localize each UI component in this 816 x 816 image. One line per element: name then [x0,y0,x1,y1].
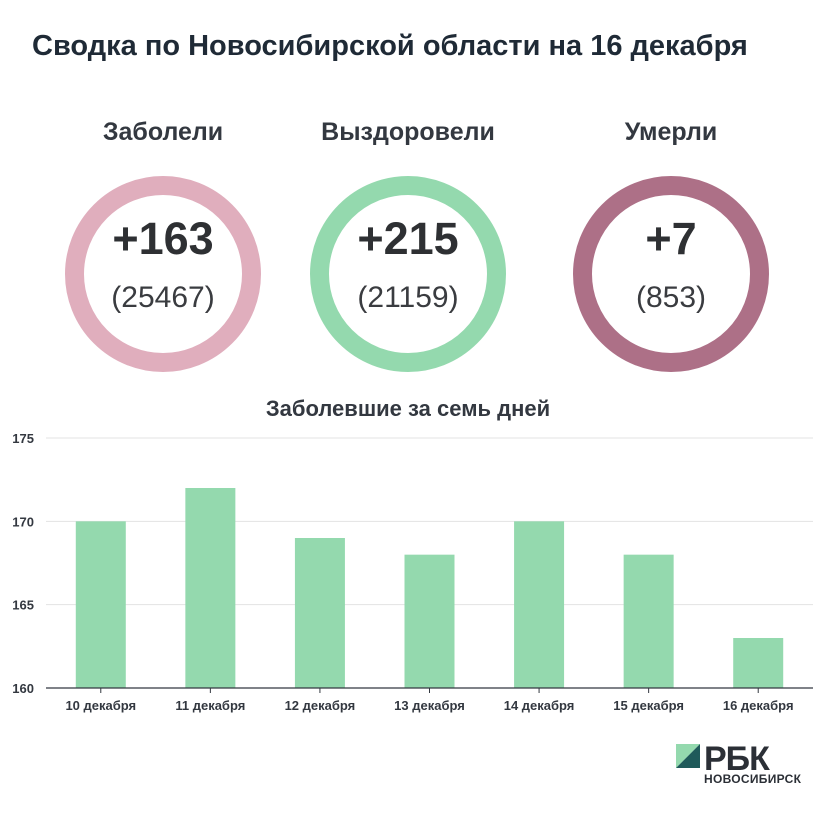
stat-deaths-total: (853) [635,281,707,314]
stat-recovered: Выздоровели +215 (21159) [288,118,528,372]
x-tick-label: 11 декабря [175,698,245,713]
stat-recovered-total: (21159) [357,281,459,314]
x-tick-label: 14 декабря [504,698,575,713]
stat-cases: Заболели +163 (25467) [43,118,283,372]
rbc-logo-subtitle: НОВОСИБИРСК [704,772,802,786]
x-tick-label: 16 декабря [723,698,794,713]
stat-cases-label: Заболели [102,118,224,146]
stat-deaths-label: Умерли [624,118,718,146]
stat-cases-total: (25467) [111,281,215,314]
rbc-logo-text: РБК [704,740,770,778]
bar-chart: 160 165 170 175 10 декабря 11 декабря 12 декаб… [12,431,813,713]
stat-cases-ring: +163 (25467) [65,176,261,372]
x-tick-label: 15 декабря [613,698,684,713]
stat-recovered-label: Выздоровели [321,118,495,146]
bar [514,521,565,688]
y-tick-label: 165 [12,598,34,613]
rbc-logo-icon [676,744,700,768]
stat-deaths-delta: +7 [645,213,697,264]
x-tick-label: 13 декабря [394,698,465,713]
x-tick-label: 10 декабря [65,698,136,713]
stat-recovered-delta: +215 [357,213,459,264]
page-title: Сводка по Новосибирской области на 16 де… [32,30,748,62]
bar [75,521,126,688]
stat-deaths: Умерли +7 (853) [551,118,791,372]
bar [185,488,236,688]
bar [623,554,674,688]
bar [733,638,784,688]
x-tick-label: 12 декабря [285,698,356,713]
chart-title: Заболевшие за семь дней [265,396,551,421]
bar [404,554,455,688]
y-tick-label: 160 [12,681,34,696]
bar [294,538,345,688]
y-tick-label: 175 [12,431,34,446]
y-tick-label: 170 [12,514,34,529]
stat-cases-delta: +163 [112,213,214,264]
